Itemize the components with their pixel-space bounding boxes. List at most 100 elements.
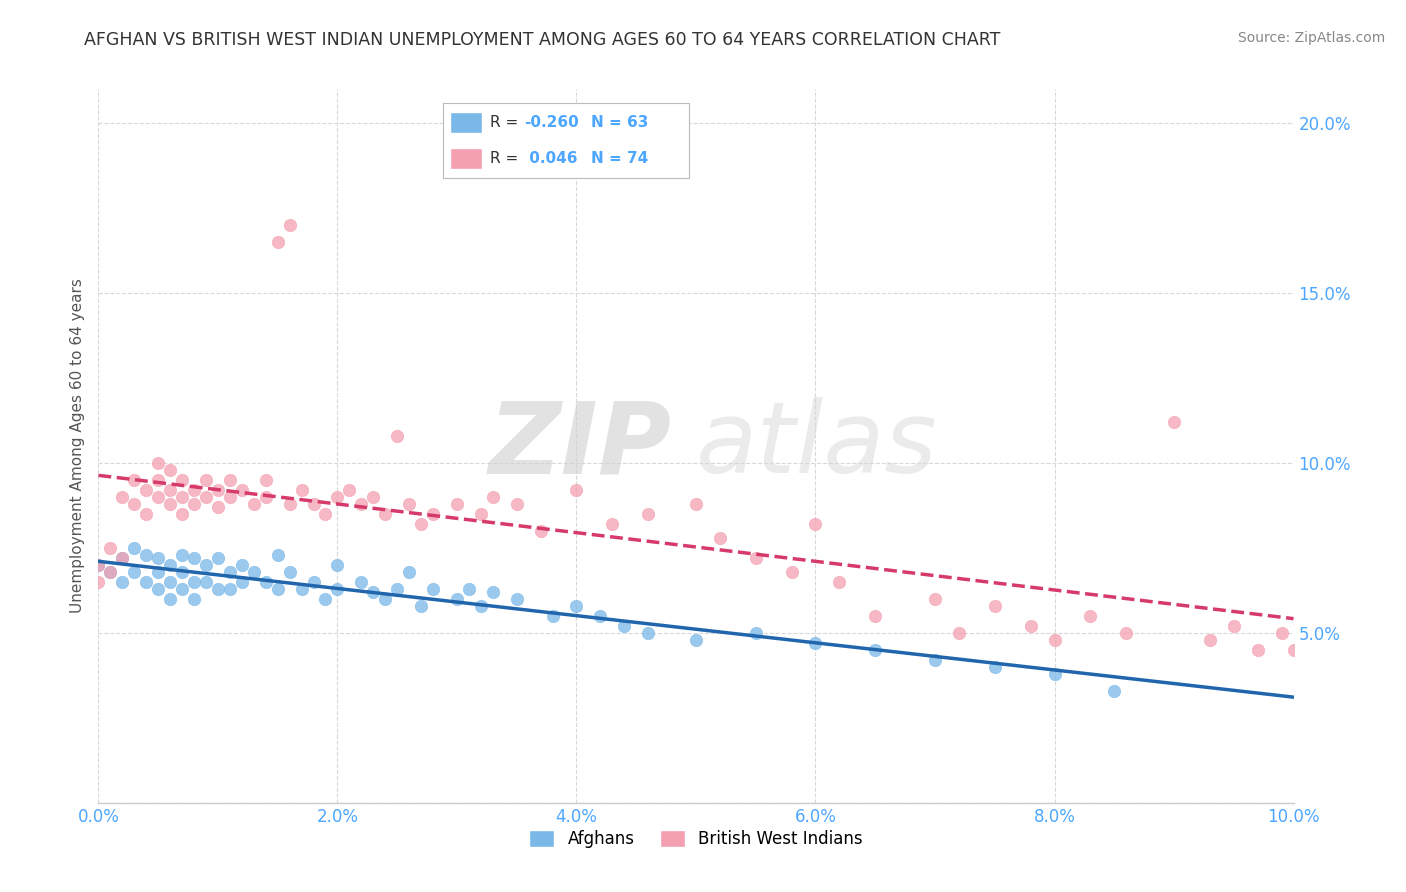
Point (948, 626, 970, 640)
Point (278, 565, 301, 579)
Text: 0.046: 0.046 (524, 151, 578, 166)
Point (780, 565, 803, 579)
Point (243, 497, 266, 511)
Point (98, 541, 122, 555)
Point (637, 626, 659, 640)
Point (804, 517, 827, 532)
Point (411, 517, 433, 532)
Point (135, 483, 157, 498)
Point (278, 218, 301, 232)
Point (446, 497, 468, 511)
Point (422, 507, 444, 521)
Point (506, 591, 529, 606)
Point (458, 582, 481, 596)
Text: Source: ZipAtlas.com: Source: ZipAtlas.com (1237, 31, 1385, 45)
Point (1271, 626, 1294, 640)
Point (267, 548, 290, 562)
Point (195, 490, 218, 504)
Text: N = 63: N = 63 (591, 115, 648, 130)
Point (124, 473, 146, 487)
Point (159, 463, 181, 477)
Point (135, 574, 157, 589)
Point (135, 507, 157, 521)
Point (804, 636, 827, 650)
Point (111, 574, 134, 589)
Point (398, 497, 420, 511)
Point (148, 456, 170, 470)
Text: atlas: atlas (696, 398, 938, 494)
Point (111, 490, 134, 504)
Point (98, 565, 122, 579)
Point (291, 483, 314, 498)
Point (602, 517, 624, 532)
Point (326, 490, 349, 504)
Point (183, 574, 205, 589)
Point (231, 558, 253, 572)
Point (159, 591, 181, 606)
Point (195, 574, 218, 589)
Point (637, 507, 659, 521)
Point (745, 626, 768, 640)
Point (565, 599, 588, 613)
Point (183, 551, 205, 566)
Point (291, 582, 314, 596)
Point (87, 558, 110, 572)
Point (482, 490, 505, 504)
Point (172, 490, 194, 504)
Point (374, 591, 396, 606)
Point (183, 591, 205, 606)
Point (159, 574, 181, 589)
Point (984, 660, 1007, 674)
Point (374, 507, 396, 521)
Point (219, 473, 242, 487)
Point (254, 574, 277, 589)
Point (111, 551, 134, 566)
Point (339, 483, 361, 498)
Point (195, 473, 218, 487)
Point (159, 558, 181, 572)
Point (1282, 643, 1305, 657)
Text: R =: R = (489, 151, 523, 166)
Point (148, 490, 170, 504)
Point (865, 608, 887, 623)
Point (422, 582, 444, 596)
Point (589, 608, 612, 623)
Point (828, 574, 851, 589)
Point (482, 585, 505, 599)
Point (135, 548, 157, 562)
Point (172, 548, 194, 562)
Point (363, 585, 385, 599)
Point (1247, 643, 1270, 657)
Point (254, 490, 277, 504)
Point (350, 497, 373, 511)
Point (207, 582, 229, 596)
Point (207, 500, 229, 515)
Point (470, 507, 492, 521)
Point (565, 483, 588, 498)
Point (315, 507, 337, 521)
Point (231, 483, 253, 498)
Point (302, 497, 325, 511)
Y-axis label: Unemployment Among Ages 60 to 64 years: Unemployment Among Ages 60 to 64 years (69, 278, 84, 614)
Point (984, 599, 1007, 613)
Text: R =: R = (489, 115, 523, 130)
Point (267, 582, 290, 596)
Point (159, 483, 181, 498)
Point (470, 599, 492, 613)
Point (183, 483, 205, 498)
Point (685, 497, 707, 511)
Point (685, 632, 707, 647)
Point (87, 558, 110, 572)
Point (315, 591, 337, 606)
Point (231, 574, 253, 589)
Point (124, 497, 146, 511)
Legend: Afghans, British West Indians: Afghans, British West Indians (523, 823, 869, 855)
Point (506, 497, 529, 511)
Point (172, 507, 194, 521)
Point (111, 551, 134, 566)
Point (124, 541, 146, 555)
Point (350, 574, 373, 589)
Point (326, 582, 349, 596)
Point (1080, 608, 1102, 623)
Point (385, 582, 409, 596)
